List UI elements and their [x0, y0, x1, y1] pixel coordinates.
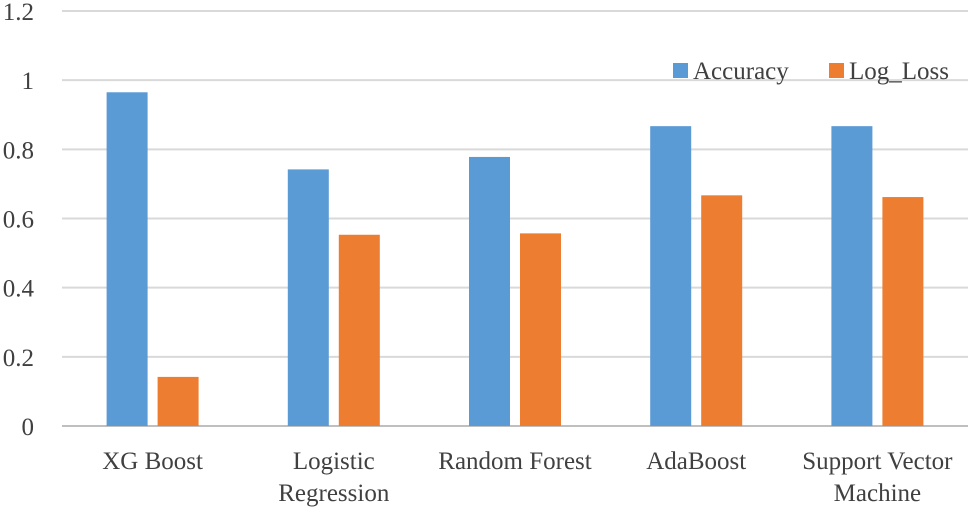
- y-tick-label: 0.8: [3, 137, 34, 164]
- x-category-label: AdaBoost: [646, 448, 746, 475]
- bar-log-loss-4: [882, 197, 924, 426]
- y-tick-label: 0.6: [3, 207, 34, 234]
- x-category-label: Random Forest: [438, 448, 592, 475]
- gridlines: [62, 10, 968, 427]
- y-axis-tick-labels: 0 0.2 0.4 0.6 0.8 1 1.2: [3, 0, 35, 441]
- legend-label: Accuracy: [693, 58, 789, 85]
- bar-log-loss-1: [338, 234, 380, 426]
- bars: [106, 92, 924, 427]
- y-tick-label: 1.2: [3, 0, 34, 26]
- legend-swatch: [673, 63, 688, 78]
- legend-swatch: [829, 63, 844, 78]
- y-tick-label: 0: [22, 414, 35, 441]
- y-tick-label: 0.4: [3, 276, 35, 303]
- bar-log-loss-2: [520, 233, 561, 426]
- bar-accuracy-4: [831, 126, 873, 426]
- x-category-label: Support Vector: [802, 448, 953, 475]
- x-category-label: Regression: [278, 480, 390, 507]
- legend-label: Log_Loss: [849, 58, 949, 85]
- x-category-label: XG Boost: [102, 448, 203, 475]
- x-category-label: Machine: [834, 480, 921, 507]
- bar-log-loss-0: [157, 376, 199, 426]
- bar-accuracy-3: [650, 126, 692, 426]
- bar-accuracy-0: [106, 92, 148, 426]
- bar-log-loss-3: [701, 195, 743, 426]
- legend: Accuracy Log_Loss: [673, 58, 949, 85]
- x-category-label: Logistic: [293, 448, 375, 475]
- y-tick-label: 1: [22, 68, 35, 95]
- y-tick-label: 0.2: [3, 345, 34, 372]
- bar-accuracy-2: [469, 156, 510, 427]
- x-axis-category-labels: XG Boost Logistic Regression Random Forest A…: [102, 448, 953, 507]
- bar-accuracy-1: [287, 169, 329, 426]
